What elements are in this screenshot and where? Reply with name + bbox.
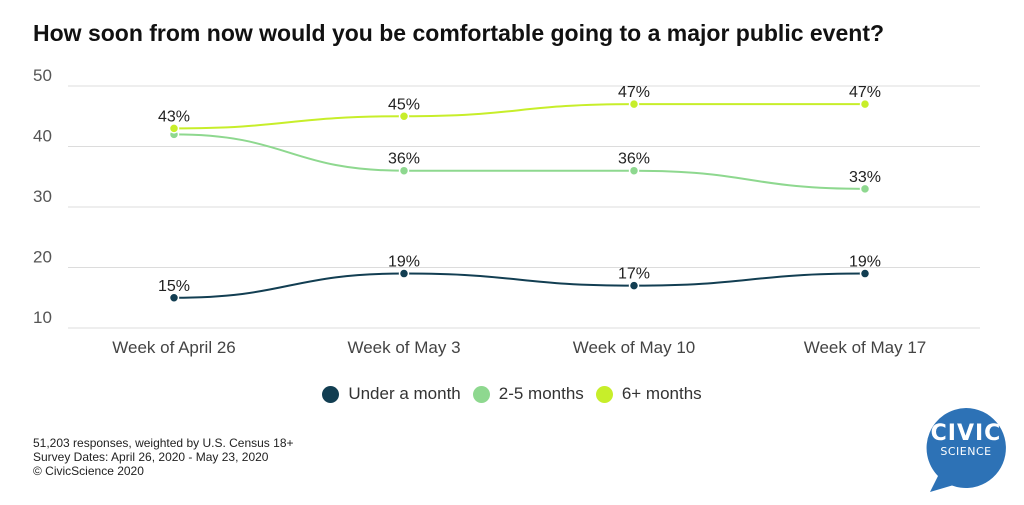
y-tick-label: 50 <box>33 66 52 85</box>
x-tick-label: Week of May 3 <box>347 338 460 357</box>
legend-item: 2-5 months <box>472 384 584 404</box>
legend-swatch <box>595 385 613 403</box>
data-point <box>398 111 410 122</box>
series-line <box>173 272 866 299</box>
data-point <box>859 268 871 279</box>
y-tick-label: 10 <box>33 308 52 327</box>
legend: Under a month 2-5 months 6+ months <box>0 384 1024 404</box>
data-label: 43% <box>158 108 190 125</box>
data-point <box>168 292 180 303</box>
data-point <box>628 165 640 176</box>
logo-speech-bubble-icon <box>926 408 1006 492</box>
logo-text-civic: CIVIC <box>930 421 1002 446</box>
y-axis-ticks: 10 20 30 40 50 <box>33 66 52 327</box>
data-label: 15% <box>158 278 190 295</box>
data-label: 19% <box>388 254 420 271</box>
data-label: 45% <box>388 96 420 113</box>
civicscience-logo: CIVIC SCIENCE <box>924 406 1008 492</box>
gridlines <box>68 85 980 329</box>
data-label: 33% <box>849 169 881 186</box>
series-lines <box>168 98 871 303</box>
legend-label: 2-5 months <box>498 384 584 403</box>
y-tick-label: 30 <box>33 187 52 206</box>
y-tick-label: 20 <box>33 248 52 267</box>
data-point <box>628 280 640 291</box>
data-label: 19% <box>849 254 881 271</box>
footnote-copyright: © CivicScience 2020 <box>33 464 144 478</box>
footnote-survey-dates: Survey Dates: April 26, 2020 - May 23, 2… <box>33 450 269 464</box>
legend-label: 6+ months <box>621 384 702 403</box>
data-label: 17% <box>618 266 650 283</box>
data-point <box>859 183 871 195</box>
series-line <box>173 103 865 130</box>
data-label: 47% <box>618 84 650 101</box>
data-label: 36% <box>618 151 650 168</box>
legend-item: 6+ months <box>595 384 702 404</box>
data-label: 47% <box>849 84 881 101</box>
y-tick-label: 40 <box>33 127 52 146</box>
data-point <box>168 123 180 134</box>
x-axis-ticks: Week of April 26 Week of May 3 Week of May… <box>112 338 926 357</box>
legend-swatch <box>322 385 340 403</box>
data-point <box>398 268 410 279</box>
footnote-responses: 51,203 responses, weighted by U.S. Censu… <box>33 436 294 450</box>
x-tick-label: Week of May 10 <box>573 338 696 357</box>
data-label: 36% <box>388 151 420 168</box>
data-point <box>628 98 640 110</box>
footnote: 51,203 responses, weighted by U.S. Censu… <box>33 436 294 478</box>
data-point <box>398 165 410 176</box>
data-point <box>859 98 871 110</box>
chart-title: How soon from now would you be comfortab… <box>33 20 885 46</box>
series-line <box>173 133 866 190</box>
logo-text-science: SCIENCE <box>940 445 992 458</box>
x-tick-label: Week of May 17 <box>804 338 927 357</box>
line-chart: 10 20 30 40 50 Week of April 26 Week of May 3… <box>33 66 980 357</box>
x-tick-label: Week of April 26 <box>112 338 235 357</box>
legend-item: Under a month <box>322 384 461 404</box>
legend-swatch <box>472 385 490 403</box>
data-labels: 15% 19% 17% 19% 36% 36% 33% 43% 45% 47% 47% <box>158 84 881 295</box>
legend-label: Under a month <box>348 384 461 403</box>
